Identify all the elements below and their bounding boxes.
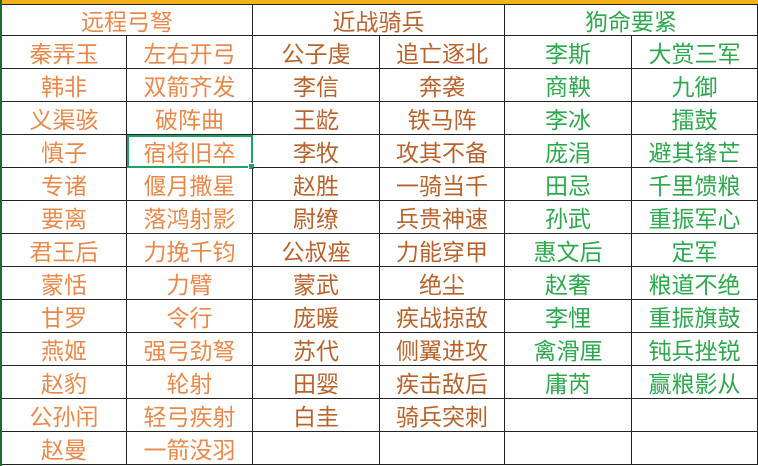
table-cell[interactable]: 落鸿射影 xyxy=(127,201,253,234)
table-cell[interactable]: 重振旗鼓 xyxy=(632,300,758,333)
table-cell[interactable]: 力挽千钧 xyxy=(127,234,253,267)
table-cell[interactable]: 赵曼 xyxy=(2,432,127,465)
table-cell[interactable]: 攻其不备 xyxy=(380,135,505,168)
table-cell[interactable]: 禽滑厘 xyxy=(505,333,632,366)
header-strip xyxy=(0,0,758,4)
table-cell[interactable]: 韩非 xyxy=(2,69,127,102)
header-support[interactable]: 狗命要紧 xyxy=(505,4,758,36)
table-cell[interactable]: 粮道不绝 xyxy=(632,267,758,300)
table-cell[interactable]: 李斯 xyxy=(505,36,632,69)
table-cell[interactable]: 一箭没羽 xyxy=(127,432,253,465)
table-cell[interactable]: 蒙武 xyxy=(253,267,380,300)
table-cell[interactable]: 破阵曲 xyxy=(127,102,253,135)
table-cell[interactable]: 庞涓 xyxy=(505,135,632,168)
table-cell[interactable]: 避其锋芒 xyxy=(632,135,758,168)
table-cell[interactable]: 轻弓疾射 xyxy=(127,399,253,432)
table-cell[interactable]: 田忌 xyxy=(505,168,632,201)
table-cell[interactable]: 庞暖 xyxy=(253,300,380,333)
table-cell[interactable]: 疾战掠敌 xyxy=(380,300,505,333)
sheet-left-edge xyxy=(0,0,2,466)
table-cell[interactable]: 蒙恬 xyxy=(2,267,127,300)
table-cell[interactable]: 定军 xyxy=(632,234,758,267)
spreadsheet-grid: 远程弓弩 近战骑兵 狗命要紧 秦弄玉 左右开弓 公子虔 追亡逐北 李斯 大赏三军韩非 双箭齐… xyxy=(2,4,758,465)
table-cell[interactable] xyxy=(632,399,758,432)
table-cell[interactable]: 李冰 xyxy=(505,102,632,135)
table-cell[interactable]: 九御 xyxy=(632,69,758,102)
table-cell[interactable]: 奔袭 xyxy=(380,69,505,102)
table-cell[interactable]: 令行 xyxy=(127,300,253,333)
table-cell[interactable]: 偃月撒星 xyxy=(127,168,253,201)
table-cell[interactable]: 李悝 xyxy=(505,300,632,333)
table-cell[interactable]: 力能穿甲 xyxy=(380,234,505,267)
table-cell[interactable]: 疾击敌后 xyxy=(380,366,505,399)
table-cell[interactable]: 绝尘 xyxy=(380,267,505,300)
table-cell[interactable]: 惠文后 xyxy=(505,234,632,267)
table-cell[interactable] xyxy=(253,432,380,465)
table-cell[interactable]: 义渠骇 xyxy=(2,102,127,135)
table-cell[interactable]: 大赏三军 xyxy=(632,36,758,69)
table-cell[interactable]: 左右开弓 xyxy=(127,36,253,69)
header-melee[interactable]: 近战骑兵 xyxy=(253,4,505,36)
table-cell[interactable]: 王龁 xyxy=(253,102,380,135)
table-cell[interactable]: 铁马阵 xyxy=(380,102,505,135)
table-cell[interactable]: 强弓劲弩 xyxy=(127,333,253,366)
table-cell[interactable]: 燕姬 xyxy=(2,333,127,366)
table-cell[interactable]: 重振军心 xyxy=(632,201,758,234)
table-cell[interactable]: 慎子 xyxy=(2,135,127,168)
table-cell[interactable]: 兵贵神速 xyxy=(380,201,505,234)
table-cell[interactable]: 钝兵挫锐 xyxy=(632,333,758,366)
table-cell[interactable]: 赵豹 xyxy=(2,366,127,399)
table-cell[interactable]: 千里馈粮 xyxy=(632,168,758,201)
table-cell[interactable]: 秦弄玉 xyxy=(2,36,127,69)
table-cell[interactable]: 侧翼进攻 xyxy=(380,333,505,366)
table-cell[interactable]: 赵胜 xyxy=(253,168,380,201)
table-cell[interactable]: 庸芮 xyxy=(505,366,632,399)
table-cell[interactable]: 追亡逐北 xyxy=(380,36,505,69)
table-cell[interactable]: 公叔痤 xyxy=(253,234,380,267)
table-cell[interactable] xyxy=(505,399,632,432)
table-cell[interactable]: 君王后 xyxy=(2,234,127,267)
table-cell[interactable]: 尉缭 xyxy=(253,201,380,234)
table-cell[interactable]: 李信 xyxy=(253,69,380,102)
table-cell[interactable]: 苏代 xyxy=(253,333,380,366)
table-cell[interactable]: 赢粮影从 xyxy=(632,366,758,399)
table-cell[interactable] xyxy=(505,432,632,465)
table-cell[interactable]: 擂鼓 xyxy=(632,102,758,135)
table-cell[interactable]: 商鞅 xyxy=(505,69,632,102)
table-cell[interactable]: 宿将旧卒 xyxy=(127,135,255,170)
table-cell[interactable]: 李牧 xyxy=(253,135,380,168)
table-cell[interactable]: 甘罗 xyxy=(2,300,127,333)
table-cell[interactable]: 一骑当千 xyxy=(380,168,505,201)
table-cell[interactable]: 双箭齐发 xyxy=(127,69,253,102)
table-cell[interactable] xyxy=(632,432,758,465)
table-cell[interactable]: 孙武 xyxy=(505,201,632,234)
table-cell[interactable]: 白圭 xyxy=(253,399,380,432)
table-cell[interactable]: 公孙闬 xyxy=(2,399,127,432)
table-cell[interactable]: 专诸 xyxy=(2,168,127,201)
table-cell[interactable] xyxy=(380,432,505,465)
table-cell[interactable]: 赵奢 xyxy=(505,267,632,300)
table-cell[interactable]: 力臂 xyxy=(127,267,253,300)
table-cell[interactable]: 要离 xyxy=(2,201,127,234)
table-cell[interactable]: 骑兵突刺 xyxy=(380,399,505,432)
header-range[interactable]: 远程弓弩 xyxy=(2,4,253,36)
table-cell[interactable]: 轮射 xyxy=(127,366,253,399)
table-cell[interactable]: 田婴 xyxy=(253,366,380,399)
table-cell[interactable]: 公子虔 xyxy=(253,36,380,69)
